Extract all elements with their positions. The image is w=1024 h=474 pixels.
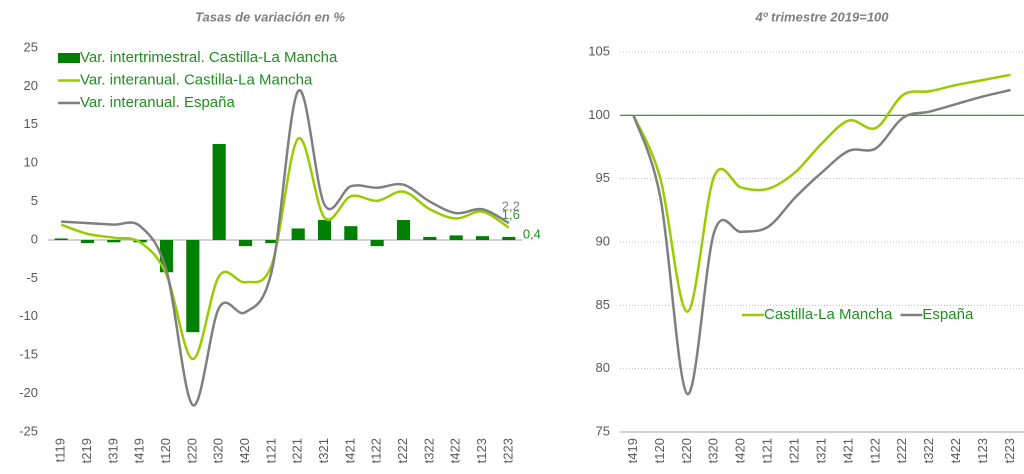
bar (423, 236, 437, 240)
y-tick-label: 20 (24, 78, 38, 93)
x-tick-label: t221 (290, 438, 305, 463)
bar (475, 236, 490, 240)
bar (502, 236, 516, 240)
line (61, 89, 510, 407)
x-tick-label: t420 (237, 438, 252, 463)
data-label: 2,2 (502, 199, 520, 214)
x-tick-label: t222 (395, 438, 410, 463)
x-tick-label: t123 (474, 438, 489, 463)
x-tick-label: t322 (921, 438, 936, 463)
x-tick-label: t322 (421, 438, 436, 463)
x-tick-label: t422 (448, 438, 463, 463)
bar (54, 238, 68, 240)
line (60, 137, 510, 361)
legend-swatch (58, 53, 80, 63)
x-tick-label: t123 (975, 438, 990, 463)
bar (370, 240, 384, 247)
y-tick-label: 80 (596, 360, 610, 375)
y-tick-label: -10 (19, 308, 38, 323)
chart-title: 4º trimestre 2019=100 (754, 9, 889, 24)
x-tick-label: t321 (316, 438, 331, 463)
y-tick-label: -5 (26, 270, 38, 285)
x-tick-label: t419 (132, 438, 147, 463)
legend-label: España (922, 306, 974, 323)
x-tick-label: t119 (53, 438, 68, 462)
y-tick-label: 105 (588, 43, 610, 58)
x-tick-label: t223 (500, 438, 515, 463)
data-label: 1,6 (502, 207, 520, 222)
y-tick-label: -20 (19, 385, 38, 400)
legend-label: Var. interanual. Castilla-La Mancha (80, 71, 313, 88)
x-tick-label: t122 (867, 438, 882, 463)
x-tick-label: t320 (211, 438, 226, 463)
y-tick-label: -15 (19, 347, 38, 362)
data-label: 0,4 (523, 226, 541, 241)
x-tick-label: t121 (760, 438, 775, 463)
y-tick-label: 0 (31, 231, 38, 246)
x-tick-label: t120 (158, 438, 173, 463)
y-tick-label: 85 (596, 297, 610, 312)
x-tick-label: t319 (105, 438, 120, 463)
x-tick-label: t421 (840, 438, 855, 463)
x-tick-label: t219 (79, 438, 94, 463)
x-tick-label: t220 (679, 438, 694, 463)
y-tick-label: -25 (19, 423, 38, 438)
x-tick-label: t223 (1002, 438, 1017, 463)
x-tick-label: t420 (733, 438, 748, 463)
x-tick-label: t121 (263, 438, 278, 463)
y-tick-label: 25 (24, 39, 38, 54)
line (632, 73, 1011, 313)
bar (291, 228, 305, 240)
bar (186, 240, 200, 333)
legend-label: Var. interanual. España (80, 94, 235, 111)
bar (107, 240, 121, 243)
x-tick-label: t320 (706, 438, 721, 463)
bar (344, 226, 358, 240)
y-tick-label: 10 (24, 155, 38, 170)
y-tick-label: 90 (596, 233, 610, 248)
y-tick-label: 15 (24, 116, 38, 131)
bar (212, 144, 226, 240)
x-tick-label: t422 (948, 438, 963, 463)
y-tick-label: 75 (596, 423, 610, 438)
y-tick-label: 100 (588, 107, 610, 122)
x-tick-label: t120 (652, 438, 667, 463)
chart-title: Tasas de variación en % (195, 9, 345, 24)
bar (265, 240, 279, 244)
line (632, 88, 1011, 396)
x-tick-label: t321 (813, 438, 828, 463)
legend-label: Var. intertrimestral. Castilla-La Mancha (80, 49, 338, 66)
x-tick-label: t220 (184, 438, 199, 463)
x-tick-label: t222 (894, 438, 909, 463)
y-tick-label: 5 (31, 193, 38, 208)
bar (238, 240, 253, 247)
bar (396, 220, 411, 240)
y-tick-label: 95 (596, 170, 610, 185)
bar (317, 220, 332, 240)
x-tick-label: t221 (787, 438, 802, 463)
x-tick-label: t421 (342, 438, 357, 463)
x-tick-label: t122 (369, 438, 384, 463)
legend-label: Castilla-La Mancha (764, 306, 893, 323)
x-tick-label: t419 (625, 438, 640, 463)
bar (449, 235, 463, 240)
bar (80, 240, 95, 244)
